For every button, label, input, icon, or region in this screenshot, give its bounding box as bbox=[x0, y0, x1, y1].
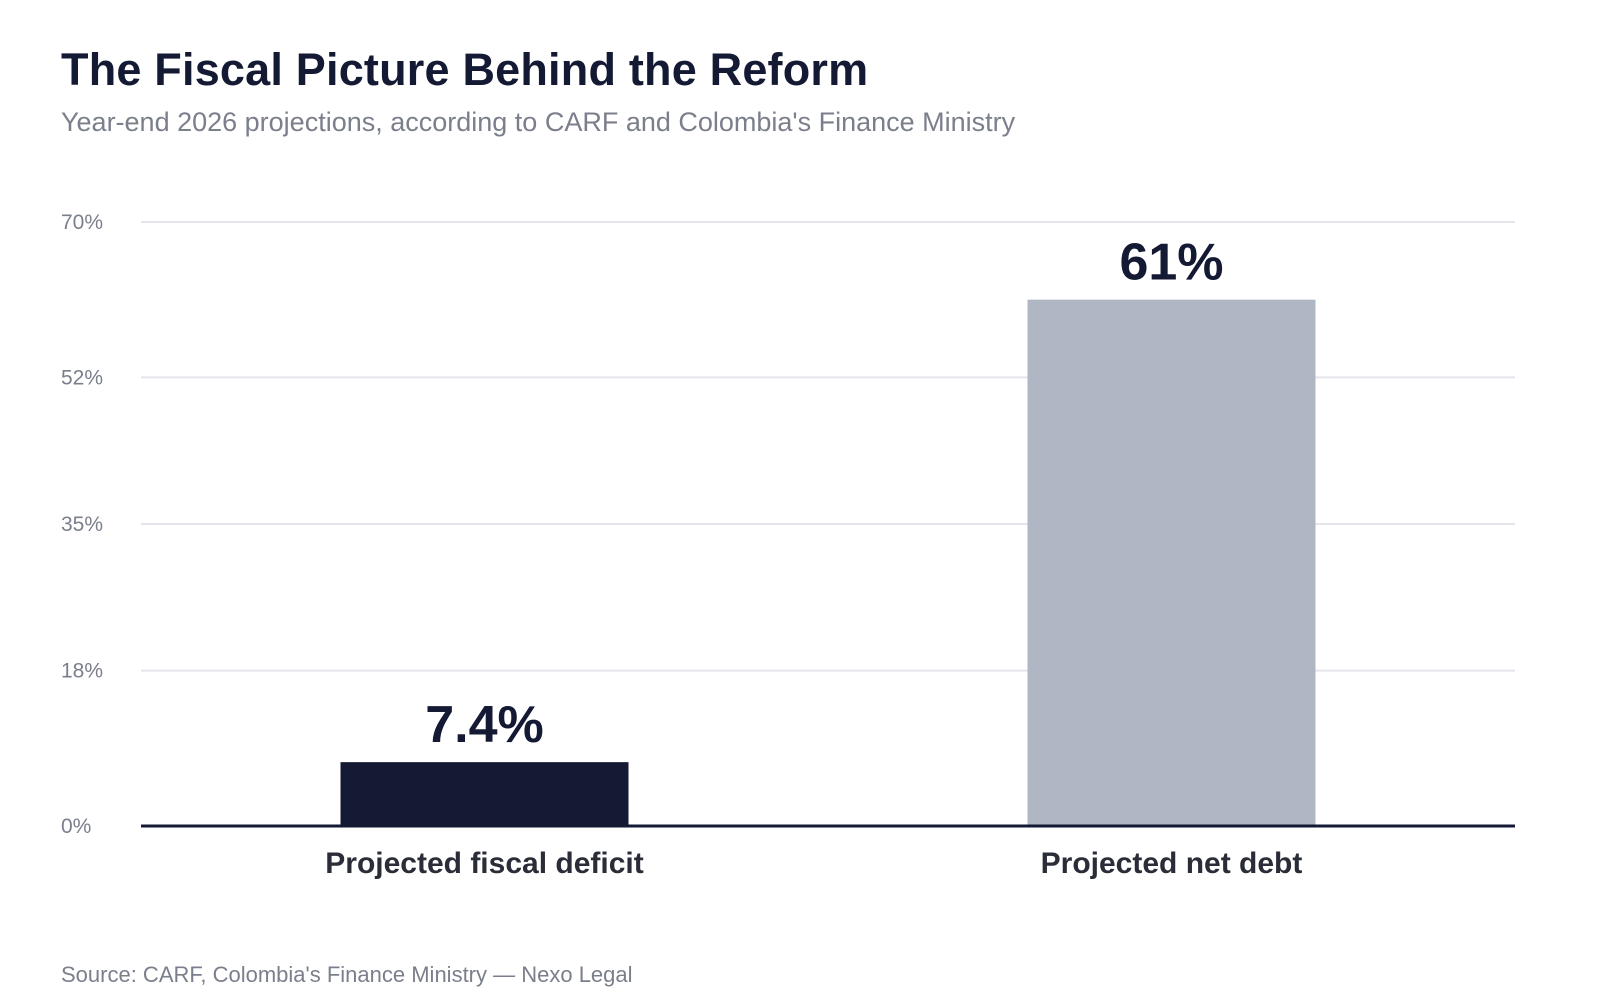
y-tick-label: 70% bbox=[61, 211, 103, 234]
x-category-label: Projected fiscal deficit bbox=[325, 847, 643, 880]
y-tick-label: 52% bbox=[61, 366, 103, 389]
x-category-label: Projected net debt bbox=[1041, 847, 1303, 880]
bar bbox=[1027, 299, 1316, 827]
bars bbox=[340, 299, 1316, 827]
y-axis-ticks: 0% 18% 35% 52% 70% bbox=[61, 211, 103, 838]
y-tick-label: 35% bbox=[61, 513, 103, 536]
bar bbox=[340, 762, 629, 826]
chart-title: The Fiscal Picture Behind the Reform bbox=[61, 44, 869, 95]
bar-value-label: 7.4% bbox=[425, 696, 544, 754]
y-tick-label: 18% bbox=[61, 660, 103, 683]
chart-subtitle: Year-end 2026 projections, according to … bbox=[61, 107, 1016, 137]
bar-value-label: 61% bbox=[1119, 234, 1223, 292]
value-labels: 7.4% 61% bbox=[425, 234, 1223, 754]
category-labels: Projected fiscal deficit Projected net de… bbox=[325, 847, 1302, 880]
y-tick-label: 0% bbox=[61, 815, 91, 838]
source-note: Source: CARF, Colombia's Finance Ministr… bbox=[61, 962, 633, 987]
